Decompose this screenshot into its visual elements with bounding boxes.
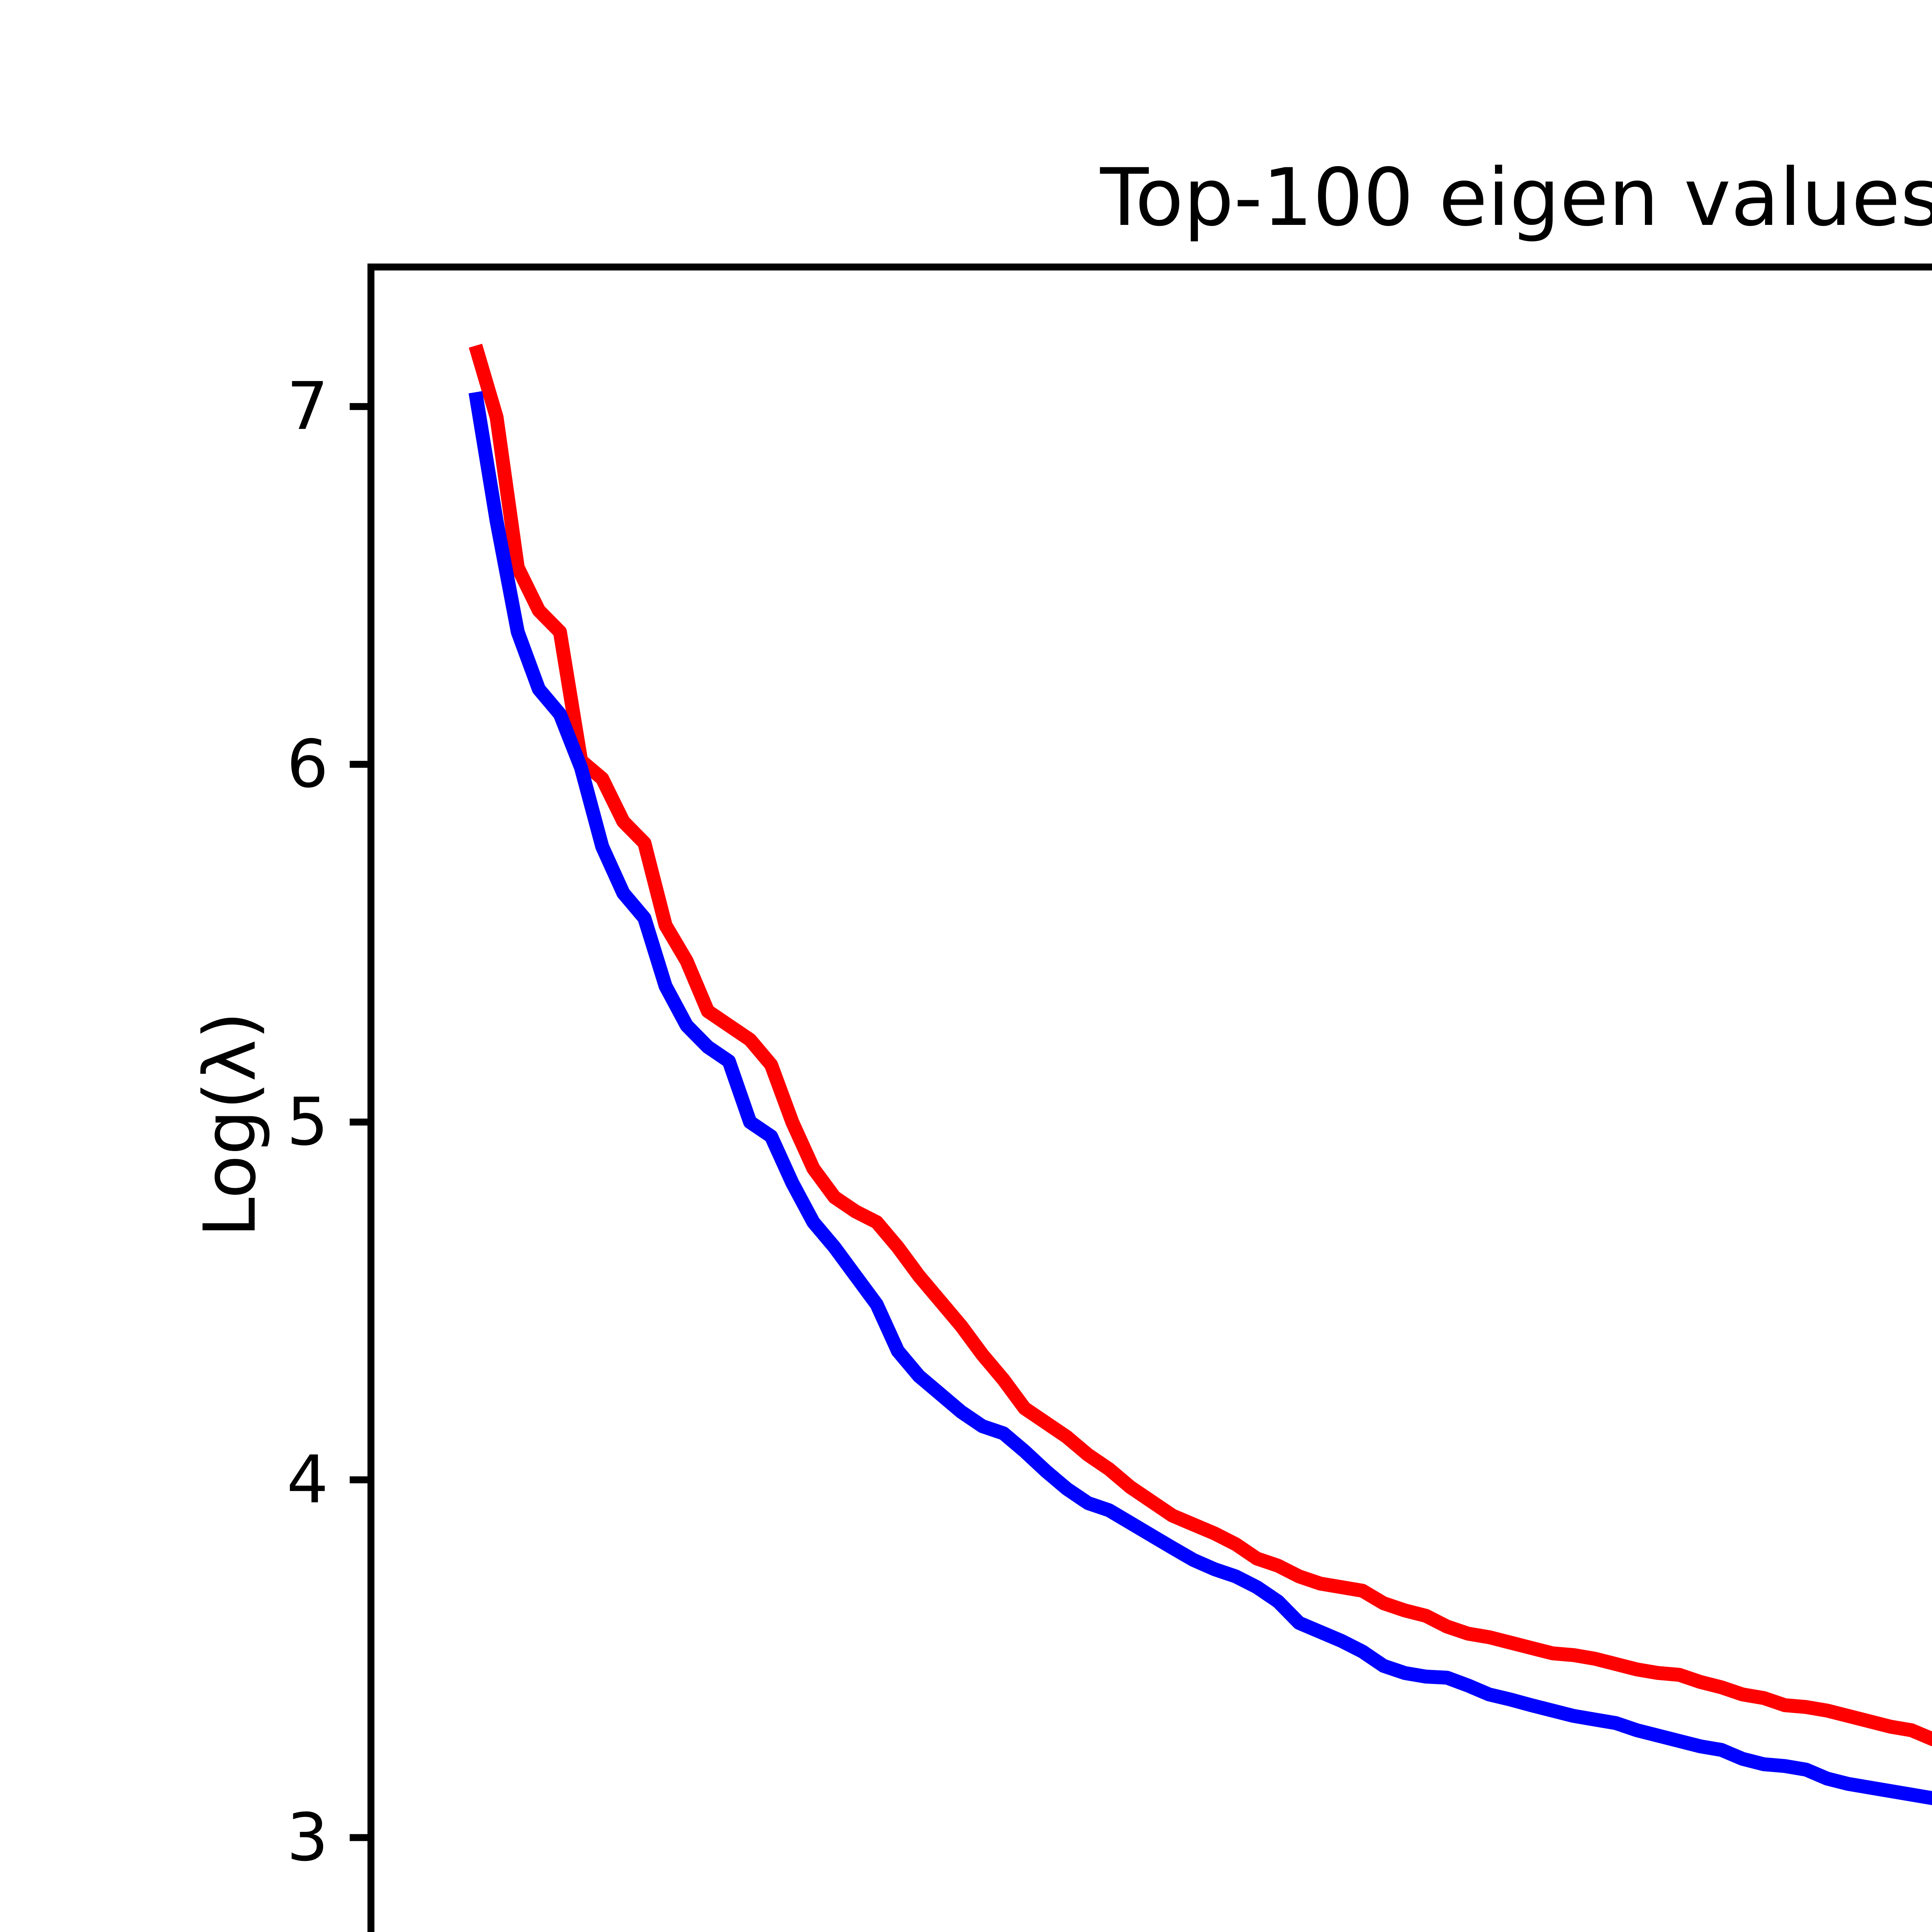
y-tick-label: 7	[286, 368, 328, 445]
y-tick-label: 6	[286, 726, 328, 803]
tick-marks	[350, 403, 371, 1841]
red-series-line	[469, 344, 1932, 1747]
y-tick-label: 3	[286, 1799, 328, 1876]
chart-title: Top-100 eigen values	[1100, 152, 1932, 244]
series-lines	[468, 344, 1932, 1805]
blue-series-line	[468, 391, 1932, 1805]
y-tick-label: 4	[286, 1441, 328, 1518]
plot-frame	[367, 264, 1932, 1932]
y-tick-label: 5	[286, 1083, 328, 1160]
